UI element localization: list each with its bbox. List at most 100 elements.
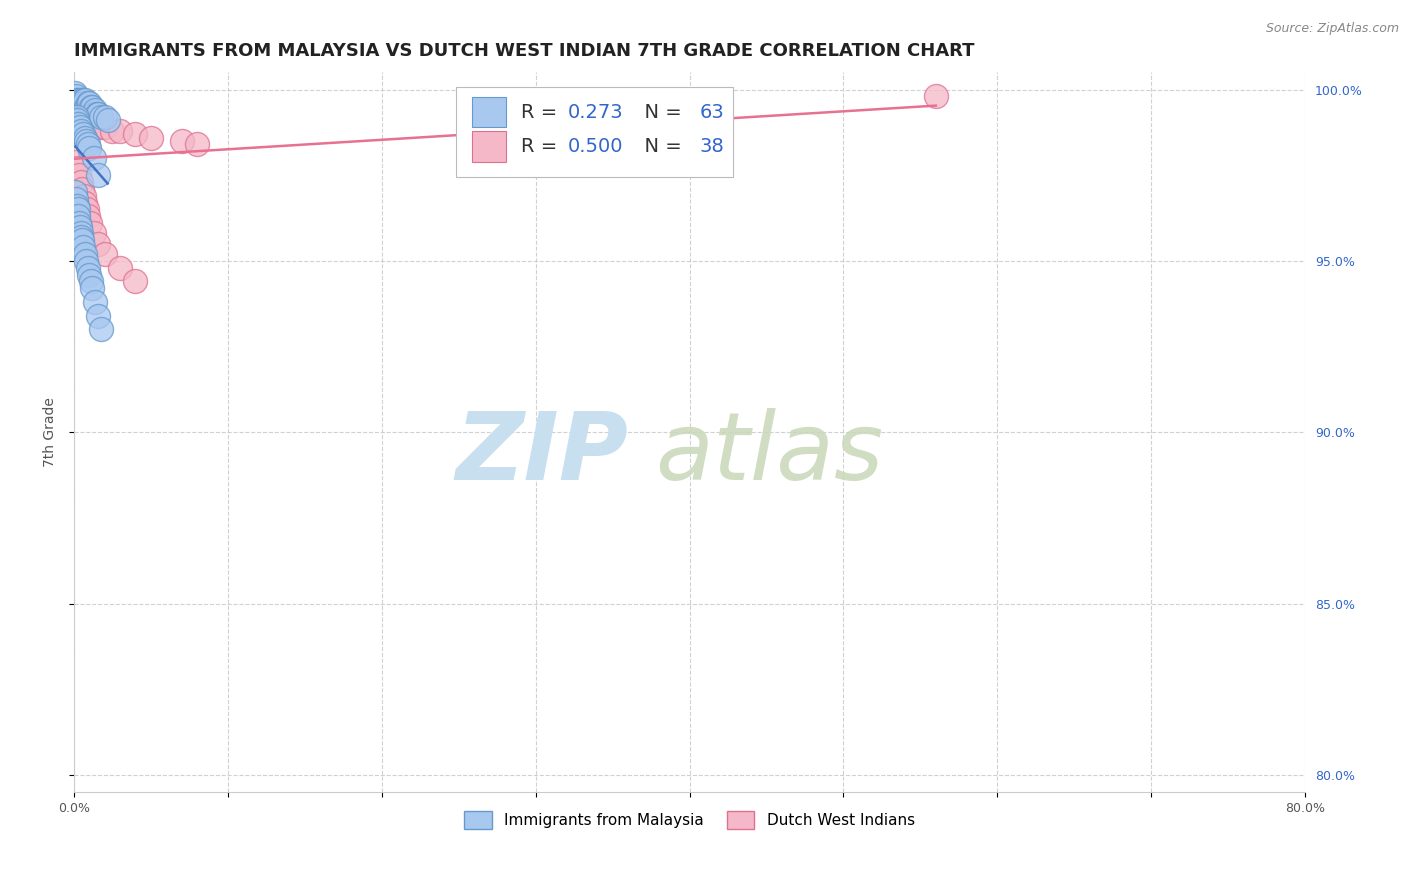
Point — [97, 113, 120, 128]
Point — [70, 230, 93, 244]
Point — [69, 96, 91, 111]
Point — [69, 93, 91, 107]
Point — [76, 106, 98, 120]
Point — [69, 227, 91, 241]
Point — [72, 93, 94, 107]
Point — [66, 113, 89, 128]
Point — [75, 253, 97, 268]
Legend: Immigrants from Malaysia, Dutch West Indians: Immigrants from Malaysia, Dutch West Ind… — [458, 805, 921, 835]
Point — [82, 100, 104, 114]
Point — [73, 103, 96, 117]
Point — [65, 93, 87, 107]
Point — [77, 268, 100, 282]
Point — [83, 227, 105, 241]
Point — [87, 117, 110, 131]
Point — [925, 89, 948, 103]
Point — [90, 120, 112, 135]
Text: IMMIGRANTS FROM MALAYSIA VS DUTCH WEST INDIAN 7TH GRADE CORRELATION CHART: IMMIGRANTS FROM MALAYSIA VS DUTCH WEST I… — [73, 42, 974, 60]
Point — [79, 216, 101, 230]
Point — [79, 106, 101, 120]
Text: 0.273: 0.273 — [568, 103, 623, 121]
Point — [72, 103, 94, 117]
Bar — [471, 97, 506, 128]
Point — [72, 233, 94, 247]
Text: N =: N = — [631, 103, 688, 121]
Text: R =: R = — [520, 103, 564, 121]
Point — [93, 110, 115, 124]
Point — [67, 117, 90, 131]
Point — [93, 247, 115, 261]
Point — [77, 106, 100, 120]
Point — [70, 96, 93, 111]
Point — [66, 96, 89, 111]
Point — [84, 295, 107, 310]
Point — [70, 123, 93, 137]
Point — [76, 137, 98, 152]
Text: R =: R = — [520, 137, 564, 156]
Point — [73, 96, 96, 111]
Point — [65, 192, 87, 206]
Point — [72, 182, 94, 196]
Point — [73, 130, 96, 145]
Point — [87, 309, 110, 323]
Point — [77, 103, 100, 117]
Bar — [471, 131, 506, 161]
Text: 63: 63 — [699, 103, 724, 121]
Point — [83, 106, 105, 120]
Point — [124, 275, 146, 289]
Point — [72, 240, 94, 254]
Point — [80, 110, 103, 124]
Point — [87, 168, 110, 182]
Point — [90, 110, 112, 124]
Point — [186, 137, 208, 152]
Point — [66, 161, 89, 176]
Point — [72, 127, 94, 141]
Point — [75, 134, 97, 148]
Point — [77, 141, 100, 155]
Point — [80, 275, 103, 289]
Text: 0.500: 0.500 — [568, 137, 623, 156]
Point — [76, 260, 98, 275]
Point — [76, 96, 98, 111]
Point — [87, 106, 110, 120]
Point — [69, 219, 91, 234]
Point — [75, 93, 97, 107]
Point — [66, 93, 89, 107]
Point — [67, 96, 90, 111]
Point — [65, 154, 87, 169]
Point — [84, 103, 107, 117]
Point — [67, 168, 90, 182]
Point — [93, 120, 115, 135]
Point — [86, 106, 108, 120]
Text: atlas: atlas — [655, 409, 884, 500]
Point — [76, 202, 98, 217]
Y-axis label: 7th Grade: 7th Grade — [44, 397, 58, 467]
Point — [80, 100, 103, 114]
Point — [87, 236, 110, 251]
Text: ZIP: ZIP — [456, 408, 628, 500]
Point — [66, 202, 89, 217]
Point — [66, 96, 89, 111]
Point — [72, 100, 94, 114]
Point — [82, 281, 104, 295]
Point — [101, 123, 124, 137]
Point — [66, 199, 89, 213]
Point — [80, 106, 103, 120]
Point — [75, 195, 97, 210]
Point — [170, 134, 193, 148]
Point — [82, 110, 104, 124]
Point — [139, 130, 162, 145]
Point — [65, 89, 87, 103]
Point — [69, 120, 91, 135]
Point — [108, 260, 131, 275]
Text: 38: 38 — [699, 137, 724, 156]
Point — [69, 100, 91, 114]
Point — [73, 247, 96, 261]
Point — [108, 123, 131, 137]
Point — [67, 93, 90, 107]
Point — [77, 210, 100, 224]
Text: Source: ZipAtlas.com: Source: ZipAtlas.com — [1265, 22, 1399, 36]
Point — [84, 113, 107, 128]
FancyBboxPatch shape — [456, 87, 733, 177]
Point — [75, 103, 97, 117]
